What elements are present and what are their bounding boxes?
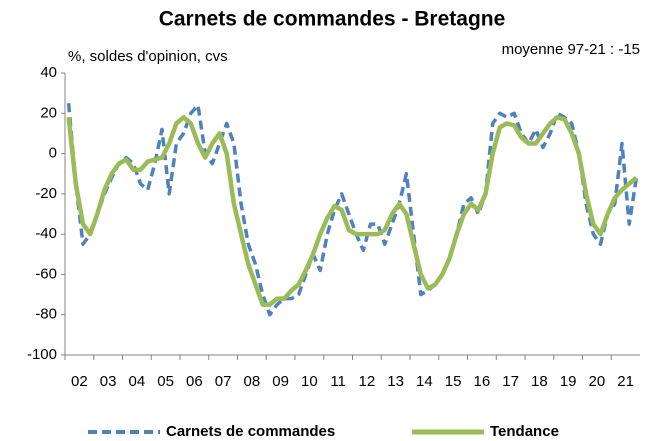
x-tick-label: 05 <box>157 373 174 390</box>
x-tick-label: 14 <box>416 373 433 390</box>
legend-label: Carnets de commandes <box>166 423 335 440</box>
y-tick-label: 0 <box>49 145 57 162</box>
y-tick-label: -20 <box>35 185 57 202</box>
y-tick-label: -100 <box>27 346 57 363</box>
x-tick-label: 12 <box>359 373 376 390</box>
x-tick-label: 06 <box>186 373 203 390</box>
x-tick-label: 18 <box>531 373 548 390</box>
y-tick-label: -80 <box>35 306 57 323</box>
x-tick-label: 17 <box>502 373 519 390</box>
x-tick-label: 11 <box>330 373 346 390</box>
x-tick-label: 04 <box>129 373 146 390</box>
y-tick-label: 40 <box>40 64 57 81</box>
series-line <box>66 115 638 307</box>
y-tick-label: 20 <box>40 104 57 121</box>
x-tick-label: 07 <box>215 373 232 390</box>
y-tick-label: -60 <box>35 265 57 282</box>
x-tick-label: 16 <box>474 373 491 390</box>
series-line <box>66 103 639 317</box>
annotation: moyenne 97-21 : -15 <box>502 41 640 58</box>
chart-title: Carnets de commandes - Bretagne <box>159 8 506 31</box>
x-tick-label: 10 <box>301 373 318 390</box>
x-tick-label: 08 <box>244 373 261 390</box>
legend-label: Tendance <box>490 423 559 440</box>
x-tick-label: 21 <box>617 373 634 390</box>
x-tick-label: 15 <box>445 373 462 390</box>
x-tick-label: 19 <box>560 373 577 390</box>
x-tick-label: 13 <box>387 373 404 390</box>
x-tick-label: 02 <box>71 373 88 390</box>
x-tick-label: 03 <box>100 373 117 390</box>
x-tick-label: 09 <box>272 373 289 390</box>
x-tick-label: 20 <box>589 373 606 390</box>
subtitle: %, soldes d'opinion, cvs <box>68 48 228 65</box>
y-tick-label: -40 <box>35 225 57 242</box>
